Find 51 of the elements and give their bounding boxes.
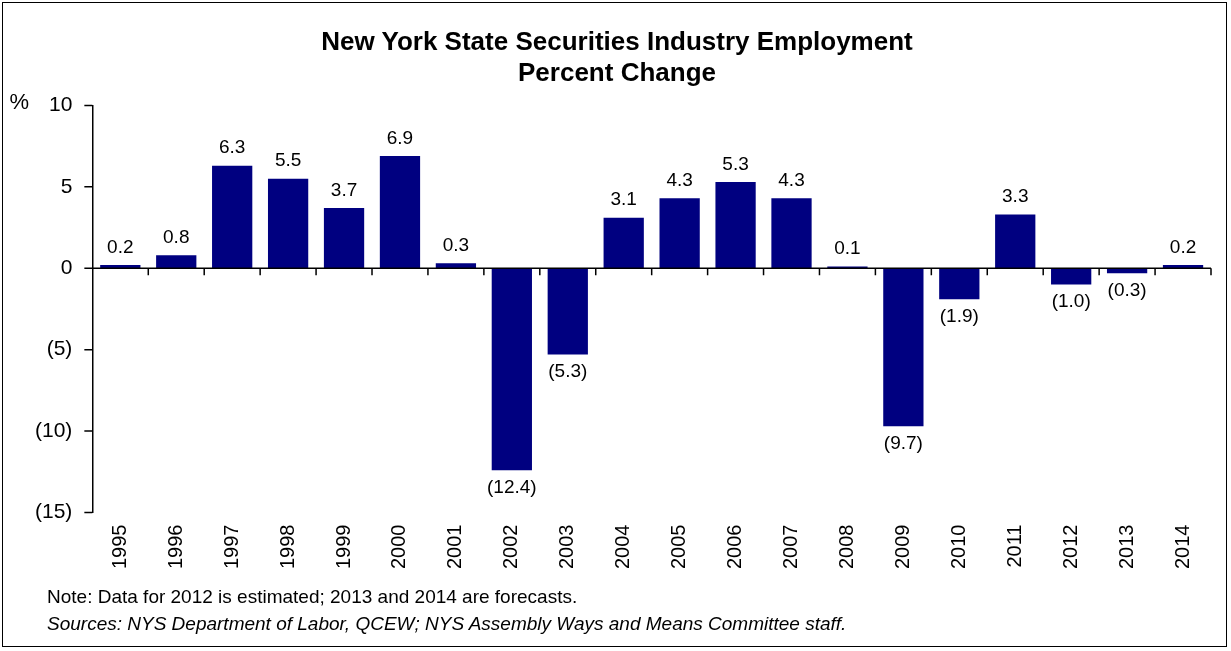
x-tick-label: 2014 bbox=[1170, 524, 1193, 570]
y-tick-label: (15) bbox=[34, 499, 73, 523]
x-tick-label: 2003 bbox=[555, 524, 578, 570]
y-tick-label: 10 bbox=[48, 92, 73, 116]
data-label: 6.3 bbox=[218, 136, 246, 158]
x-tick-label: 2001 bbox=[443, 524, 466, 570]
y-tick-label: 0 bbox=[60, 255, 73, 279]
y-tick-label: (10) bbox=[34, 417, 73, 441]
x-tick-label: 2012 bbox=[1058, 524, 1081, 570]
data-label: 0.3 bbox=[442, 234, 470, 256]
data-label: (1.9) bbox=[939, 304, 979, 326]
chart-title: New York State Securities Industry Employment bbox=[321, 25, 914, 56]
data-label: 0.2 bbox=[1169, 235, 1197, 257]
x-tick-label: 2009 bbox=[890, 524, 913, 570]
x-tick-label: 1998 bbox=[275, 524, 298, 570]
x-tick-label: 2011 bbox=[1002, 524, 1025, 568]
text: Note: Data for 2012 is estimated; 2013 and 2014 are forecasts. bbox=[47, 585, 579, 609]
data-label: 5.3 bbox=[722, 152, 749, 174]
data-label: (1.0) bbox=[1051, 290, 1091, 312]
x-tick-label: 2004 bbox=[611, 524, 634, 570]
x-tick-label: 1995 bbox=[107, 524, 130, 570]
x-tick-label: 1997 bbox=[219, 524, 242, 570]
data-label: (0.3) bbox=[1107, 278, 1147, 300]
y-tick-label: 5 bbox=[60, 173, 73, 197]
chart-subtitle: Percent Change bbox=[518, 56, 716, 87]
source-note: Sources: NYS Department of Labor, QCEW; NYS Assembly Ways and Means Committee staff. bbox=[47, 612, 847, 636]
y-tick-label: (5) bbox=[46, 336, 73, 360]
data-label: 5.5 bbox=[274, 149, 302, 171]
data-label: 0.8 bbox=[163, 225, 190, 247]
x-tick-label: 1996 bbox=[163, 524, 186, 570]
data-label: 3.7 bbox=[330, 178, 358, 200]
x-tick-label: 2000 bbox=[387, 524, 410, 570]
x-tick-label: 1999 bbox=[331, 524, 354, 570]
data-label: 3.1 bbox=[610, 188, 637, 210]
data-label: (5.3) bbox=[548, 360, 588, 382]
data-label: 4.3 bbox=[778, 168, 805, 190]
x-tick-label: 2013 bbox=[1114, 524, 1137, 570]
x-tick-label: 2007 bbox=[779, 524, 802, 570]
data-label: 0.1 bbox=[834, 237, 861, 259]
y-axis-title: % bbox=[9, 89, 29, 115]
data-label: 3.3 bbox=[1002, 185, 1029, 207]
x-tick-label: 2010 bbox=[946, 524, 969, 570]
data-label: (9.7) bbox=[883, 431, 923, 453]
data-label: (12.4) bbox=[487, 475, 537, 497]
data-label: 4.3 bbox=[666, 168, 693, 190]
x-tick-label: 2008 bbox=[834, 524, 857, 570]
x-tick-label: 2002 bbox=[499, 524, 522, 570]
x-tick-label: 2006 bbox=[723, 524, 746, 570]
x-tick-label: 2005 bbox=[667, 524, 690, 570]
data-label: 6.9 bbox=[386, 126, 414, 148]
data-label: 0.2 bbox=[107, 235, 134, 257]
